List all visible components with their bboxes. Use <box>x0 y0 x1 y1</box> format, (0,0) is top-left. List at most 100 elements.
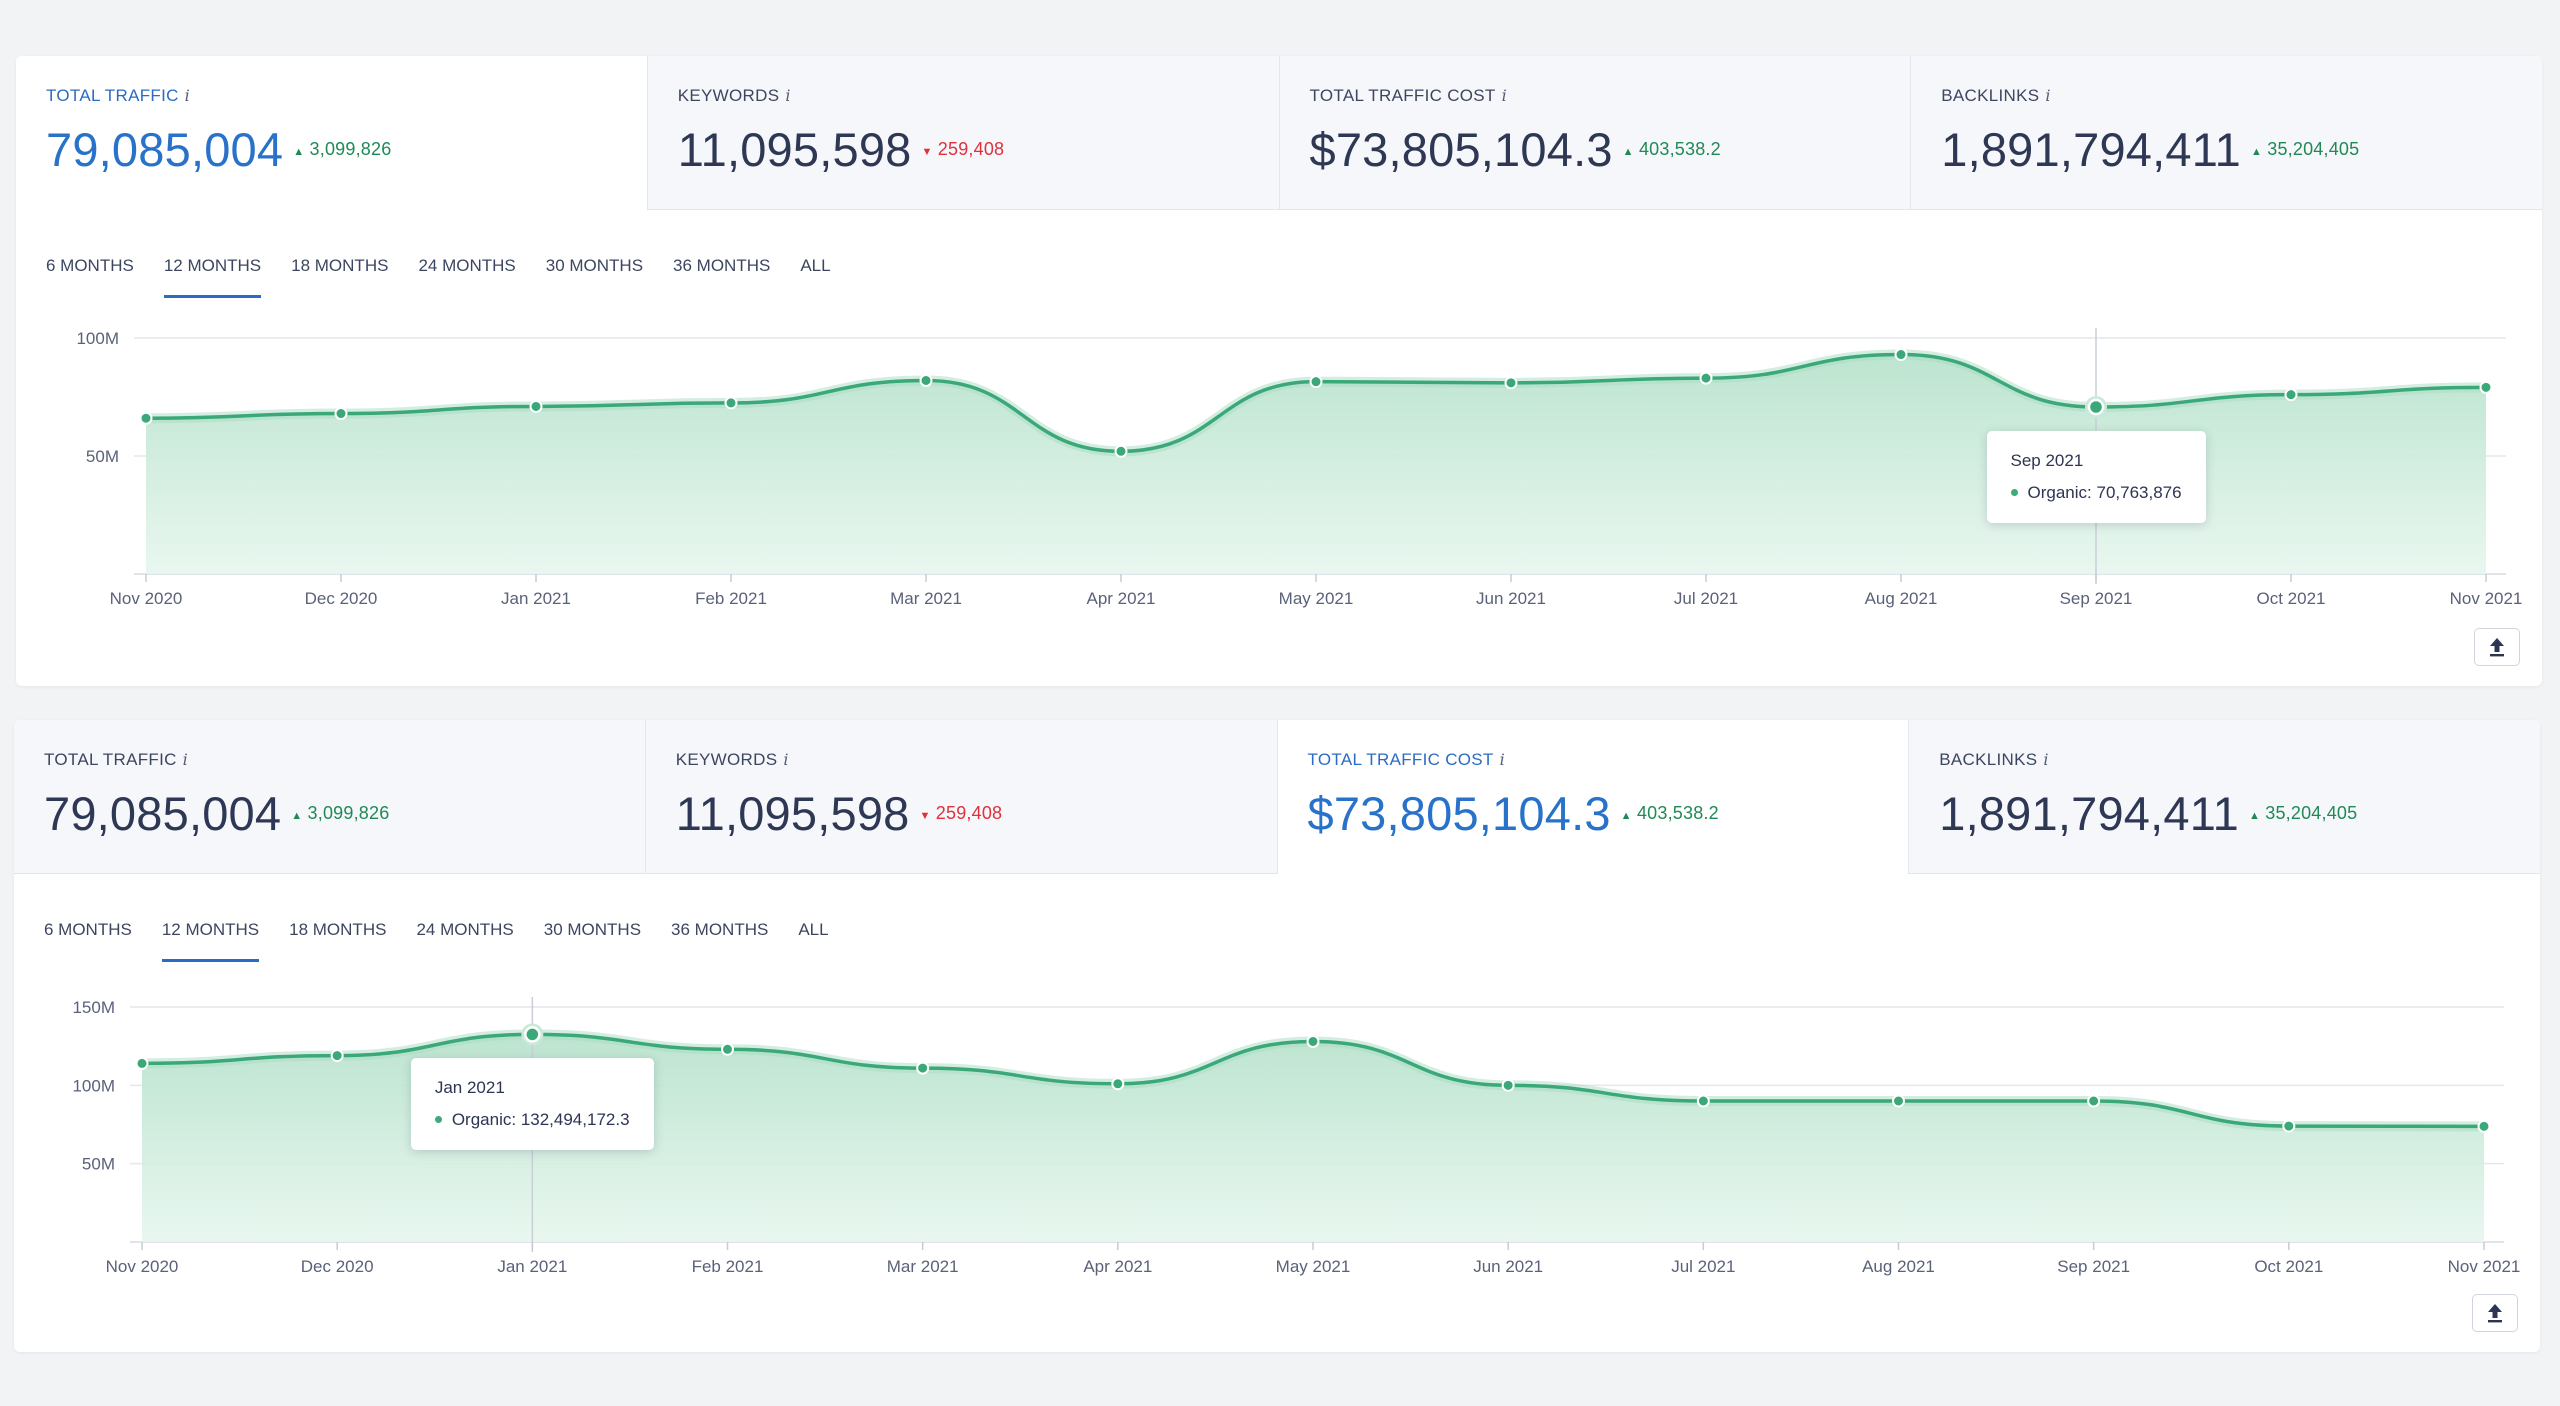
x-tick-label: Jan 2021 <box>497 1257 567 1276</box>
data-point[interactable] <box>135 1056 149 1070</box>
data-point[interactable] <box>1504 376 1518 390</box>
data-point[interactable] <box>1111 1077 1125 1091</box>
delta-value: 403,538.2 <box>1638 139 1721 160</box>
info-icon[interactable]: i <box>1501 86 1508 105</box>
data-point[interactable] <box>1696 1094 1710 1108</box>
data-point[interactable] <box>2087 1094 2101 1108</box>
data-point[interactable] <box>1114 444 1128 458</box>
data-point[interactable] <box>1309 375 1323 389</box>
data-point[interactable] <box>724 396 738 410</box>
tab-12-months[interactable]: 12 MONTHS <box>161 920 260 962</box>
data-point[interactable] <box>2479 380 2493 394</box>
x-tick-label: Jun 2021 <box>1473 1257 1543 1276</box>
data-point[interactable] <box>1894 348 1908 362</box>
tooltip-series: Organic <box>2027 482 2088 502</box>
x-tick-label: May 2021 <box>1279 589 1354 608</box>
tooltip-series: Organic <box>451 1110 512 1130</box>
data-point[interactable] <box>919 373 933 387</box>
traffic-chart[interactable]: 50M 100M 150M Nov 2020 Dec 2020 Jan 2021 Feb 2… <box>14 970 2540 1342</box>
data-point[interactable] <box>2282 1119 2296 1133</box>
series-area <box>142 1034 2484 1242</box>
x-tick-label: Aug 2021 <box>1865 589 1938 608</box>
info-icon[interactable]: i <box>785 86 791 105</box>
data-point[interactable] <box>2087 398 2105 416</box>
data-point[interactable] <box>529 399 543 413</box>
metric-label: BACKLINKS <box>1939 750 2038 769</box>
metric-backlinks[interactable]: BACKLINKS i 1,891,794,411 ▲ 35,204,405 <box>1908 720 2540 874</box>
period-tabs: 6 MONTHS 12 MONTHS 18 MONTHS 24 MONTHS 3… <box>44 920 859 962</box>
info-icon[interactable]: i <box>1499 750 1506 769</box>
data-point[interactable] <box>2477 1119 2491 1133</box>
metric-delta: ▲ 3,099,826 <box>293 139 391 160</box>
delta-arrow-icon: ▲ <box>291 810 303 823</box>
metric-keywords[interactable]: KEYWORDS i 11,095,598 ▼ 259,408 <box>646 56 1279 210</box>
info-icon[interactable]: i <box>2043 750 2049 769</box>
tab-6-months[interactable]: 6 MONTHS <box>44 920 132 939</box>
x-tick-label: Feb 2021 <box>695 589 767 608</box>
metric-label: TOTAL TRAFFIC <box>46 86 179 105</box>
x-tick-label: Sep 2021 <box>2057 1257 2130 1276</box>
delta-arrow-icon: ▼ <box>921 146 933 159</box>
metric-delta: ▲ 403,538.2 <box>1623 139 1721 160</box>
data-point[interactable] <box>330 1049 344 1063</box>
tab-30-months[interactable]: 30 MONTHS <box>543 920 642 939</box>
delta-value: 3,099,826 <box>307 803 390 824</box>
data-point[interactable] <box>1306 1034 1320 1048</box>
metrics-row: TOTAL TRAFFIC i 79,085,004 ▲ 3,099,826 KEY… <box>16 56 2542 210</box>
upload-icon <box>2488 1304 2502 1323</box>
tab-6-months[interactable]: 6 MONTHS <box>46 256 134 275</box>
metric-total-traffic-cost[interactable]: TOTAL TRAFFIC COST i $73,805,104.3 ▲ 403,5… <box>1276 720 1909 874</box>
metric-label: TOTAL TRAFFIC COST <box>1307 750 1494 769</box>
delta-value: 35,204,405 <box>2265 803 2358 824</box>
upload-icon <box>2490 638 2504 657</box>
metric-delta: ▲ 3,099,826 <box>291 803 389 824</box>
tab-18-months[interactable]: 18 MONTHS <box>289 920 387 939</box>
x-tick-label: Jan 2021 <box>501 589 571 608</box>
x-tick-label: Jun 2021 <box>1476 589 1546 608</box>
export-button[interactable] <box>2472 1294 2518 1332</box>
y-tick-label: 50M <box>82 1155 115 1174</box>
data-point[interactable] <box>1892 1094 1905 1108</box>
traffic-chart[interactable]: 50M 100M Nov 2020 Dec 2020 Jan 2021 Feb 2021 M… <box>16 306 2542 676</box>
info-icon[interactable]: i <box>2045 86 2051 105</box>
tab-36-months[interactable]: 36 MONTHS <box>671 920 769 939</box>
y-tick-label: 100M <box>76 329 119 348</box>
metric-total-traffic[interactable]: TOTAL TRAFFIC i 79,085,004 ▲ 3,099,826 <box>14 720 645 874</box>
delta-arrow-icon: ▲ <box>1622 146 1634 159</box>
tab-24-months[interactable]: 24 MONTHS <box>418 256 516 275</box>
info-icon[interactable]: i <box>184 86 191 105</box>
metric-total-traffic-cost[interactable]: TOTAL TRAFFIC COST i $73,805,104.3 ▲ 403,5… <box>1278 56 1911 210</box>
metric-backlinks[interactable]: BACKLINKS i 1,891,794,411 ▲ 35,204,405 <box>1910 56 2542 210</box>
tab-all[interactable]: ALL <box>798 920 829 939</box>
x-tick-label: Nov 2021 <box>2448 1257 2521 1276</box>
delta-value: 259,408 <box>937 139 1005 160</box>
delta-value: 403,538.2 <box>1636 803 1719 824</box>
data-point[interactable] <box>1501 1078 1515 1092</box>
tab-24-months[interactable]: 24 MONTHS <box>416 920 514 939</box>
metric-delta: ▲ 403,538.2 <box>1621 803 1719 824</box>
y-tick-label: 100M <box>72 1076 115 1095</box>
data-point[interactable] <box>2284 388 2298 402</box>
export-button[interactable] <box>2474 628 2520 666</box>
metric-delta: ▲ 35,204,405 <box>2249 803 2357 824</box>
x-tick-label: Mar 2021 <box>887 1257 959 1276</box>
tab-36-months[interactable]: 36 MONTHS <box>673 256 771 275</box>
x-tick-label: Jul 2021 <box>1674 589 1738 608</box>
data-point[interactable] <box>139 411 153 425</box>
tab-all[interactable]: ALL <box>800 256 831 275</box>
delta-value: 259,408 <box>935 803 1003 824</box>
tab-12-months[interactable]: 12 MONTHS <box>163 256 262 298</box>
data-point[interactable] <box>524 1026 541 1043</box>
data-point[interactable] <box>916 1061 930 1075</box>
metric-keywords[interactable]: KEYWORDS i 11,095,598 ▼ 259,408 <box>644 720 1277 874</box>
info-icon[interactable]: i <box>783 750 789 769</box>
tab-18-months[interactable]: 18 MONTHS <box>291 256 389 275</box>
data-point[interactable] <box>1699 371 1713 385</box>
tab-30-months[interactable]: 30 MONTHS <box>545 256 644 275</box>
data-point[interactable] <box>721 1042 734 1056</box>
data-point[interactable] <box>334 407 348 421</box>
series-dot-icon <box>434 1116 442 1124</box>
tooltip-value: 132,494,172.3 <box>520 1110 630 1130</box>
metric-total-traffic[interactable]: TOTAL TRAFFIC i 79,085,004 ▲ 3,099,826 <box>16 56 647 210</box>
info-icon[interactable]: i <box>182 750 189 769</box>
